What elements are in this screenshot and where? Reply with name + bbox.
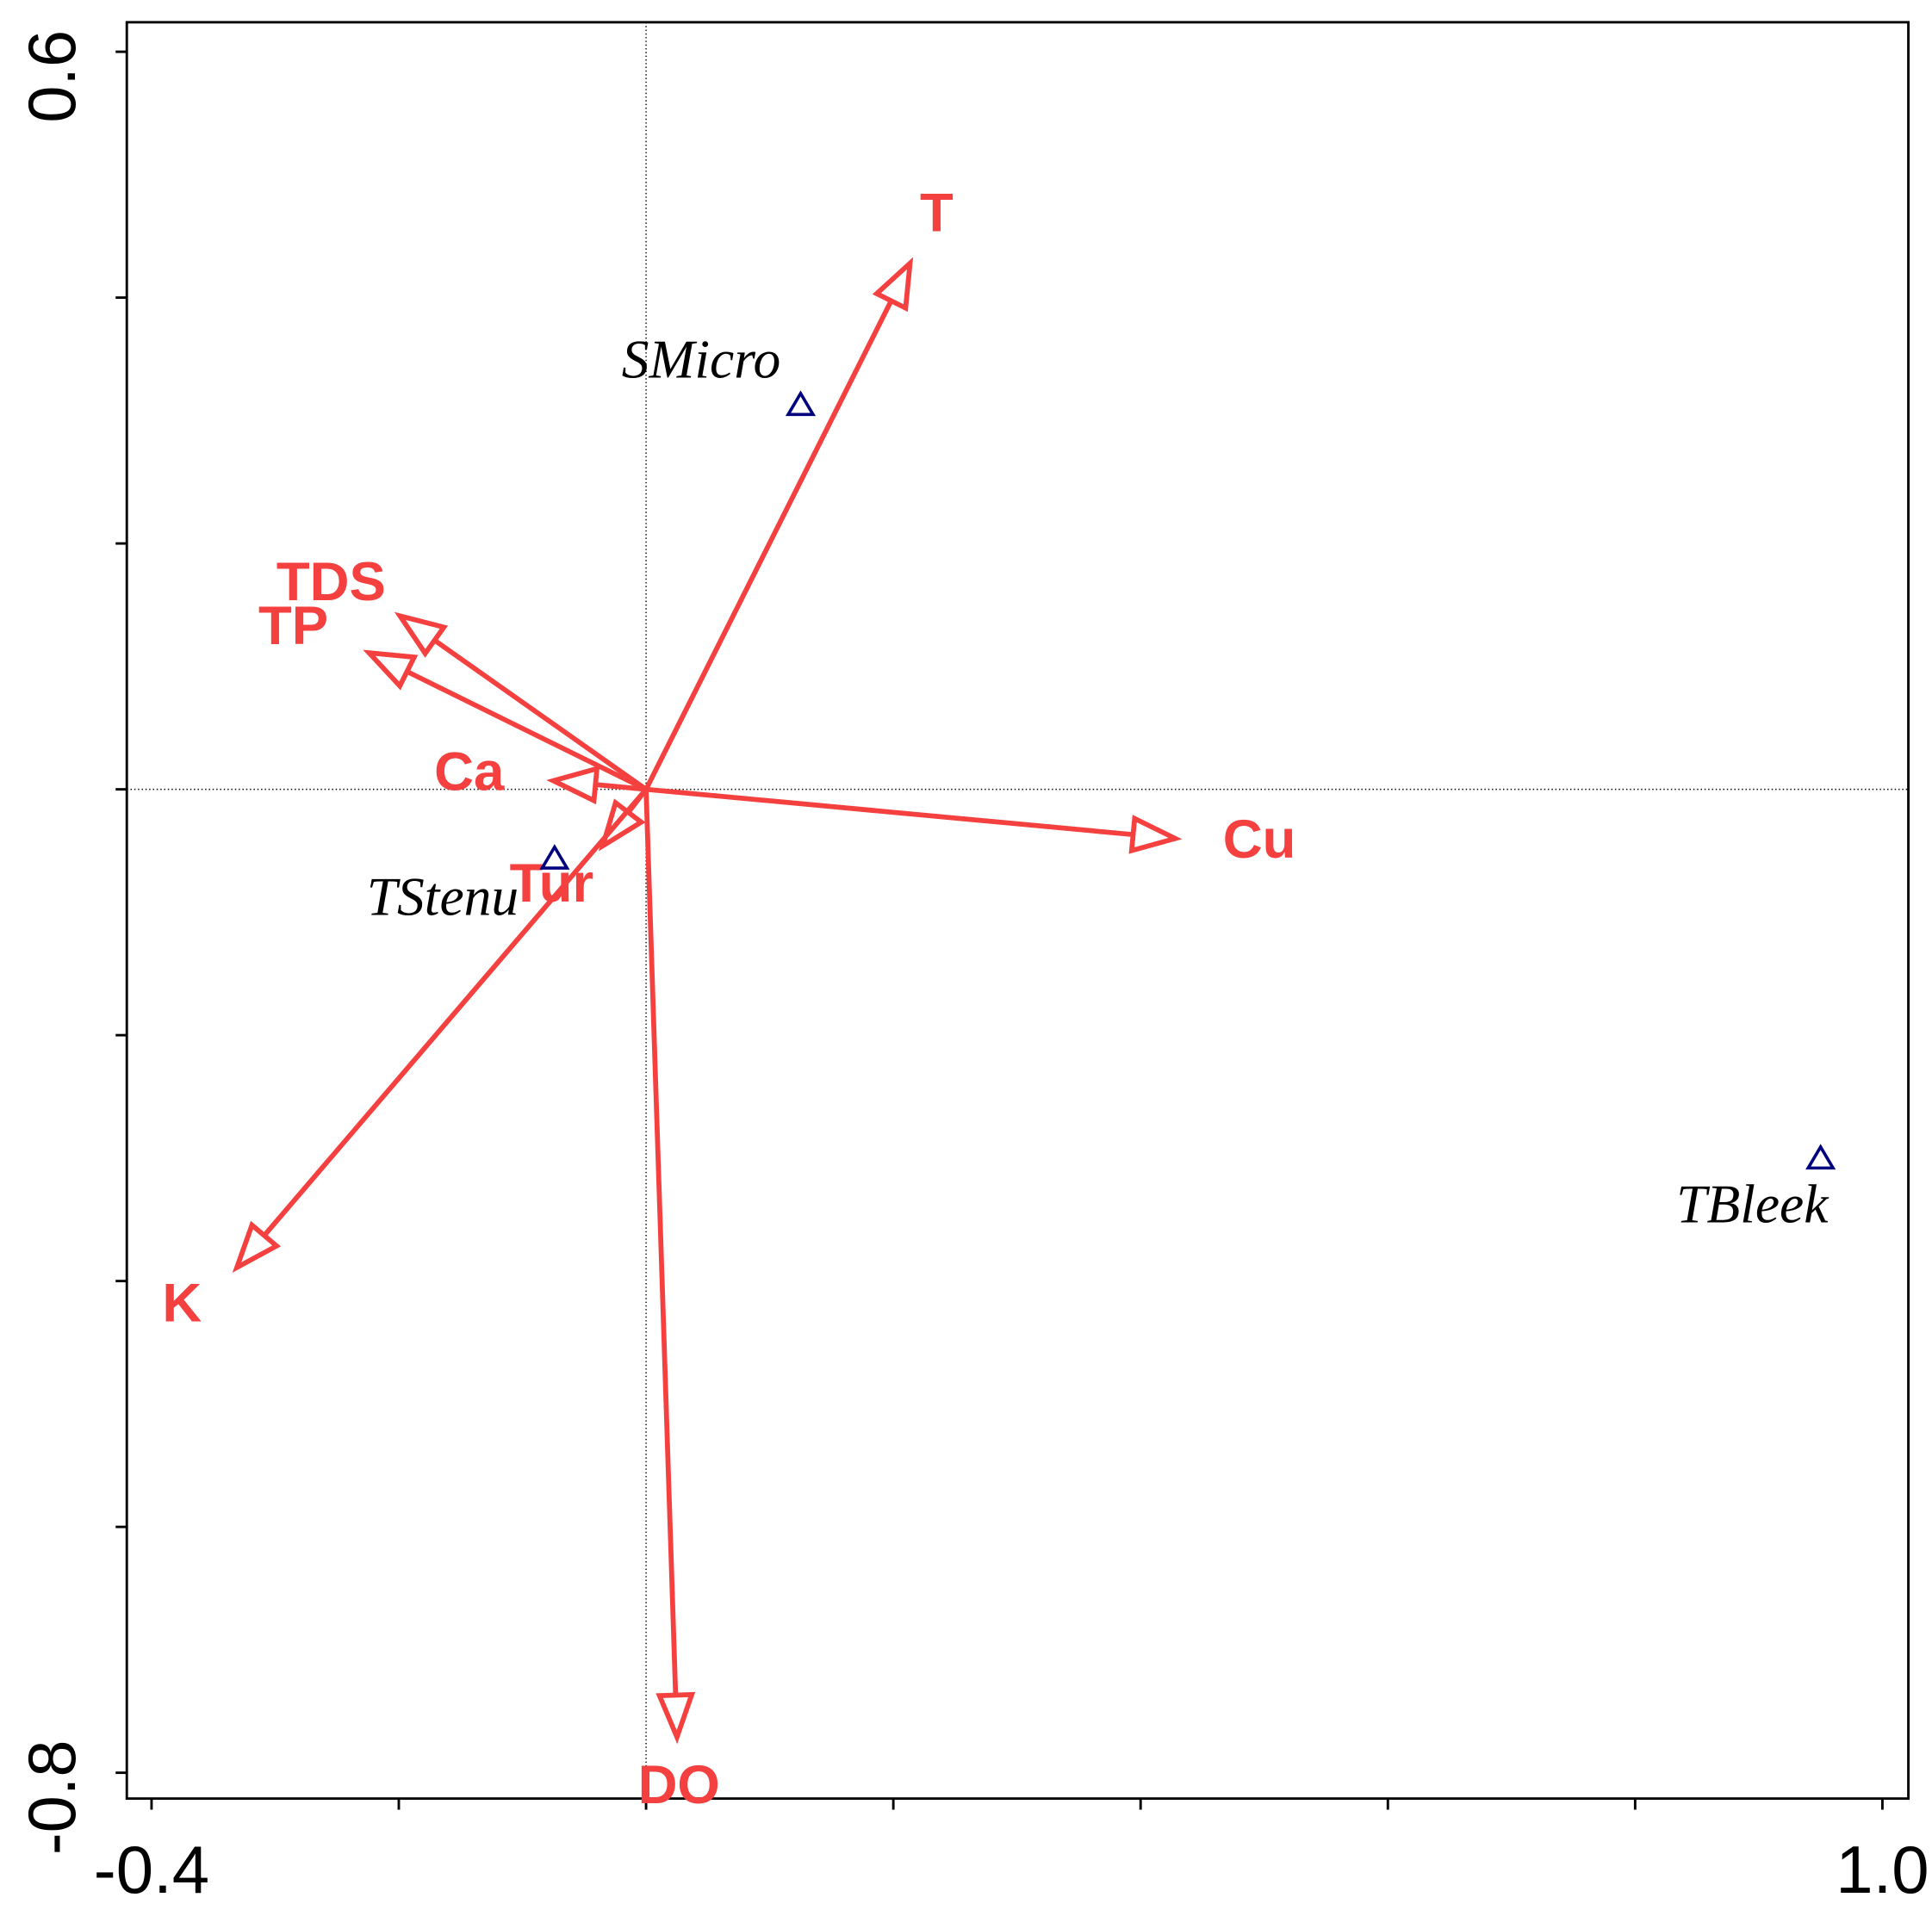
- arrow: [643, 257, 914, 791]
- arrow: [546, 765, 647, 805]
- arrow-head: [232, 1220, 282, 1274]
- arrow-head: [872, 257, 914, 313]
- arrow: [394, 611, 648, 791]
- arrow: [232, 787, 649, 1274]
- arrow-head: [655, 1691, 696, 1745]
- arrow-label: K: [162, 1274, 202, 1334]
- arrow-shaft: [432, 638, 648, 791]
- species-label: SMicro: [622, 330, 781, 390]
- arrow-label: TP: [258, 596, 328, 656]
- arrow-shaft: [643, 300, 894, 791]
- species-point: [1805, 1144, 1836, 1170]
- arrow-shaft: [262, 787, 649, 1237]
- arrow-label: Ca: [434, 742, 505, 803]
- arrow: [363, 649, 648, 792]
- arrow-shaft: [595, 782, 647, 792]
- arrow-head: [1128, 815, 1183, 854]
- species-label: TStenu: [367, 867, 519, 927]
- arrow-shaft: [406, 669, 648, 792]
- arrow-label: DO: [638, 1755, 720, 1815]
- y-tick-label: 0.6: [16, 30, 90, 123]
- y-tick-label: -0.8: [16, 1740, 90, 1856]
- arrow-label: TDS: [276, 552, 386, 612]
- arrow-label: T: [920, 183, 954, 244]
- arrow-head: [363, 649, 419, 691]
- arrow-head: [598, 798, 646, 852]
- arrow-head: [546, 765, 600, 805]
- x-tick-label: -0.4: [94, 1833, 209, 1907]
- species-label: TBleek: [1676, 1175, 1829, 1235]
- arrow-shaft: [645, 786, 1134, 838]
- plot-frame: [125, 21, 1910, 1801]
- arrow: [645, 786, 1183, 854]
- arrow: [643, 789, 696, 1745]
- arrow-shaft: [643, 789, 679, 1696]
- species-point: [785, 390, 817, 417]
- species-point: [539, 844, 570, 870]
- x-tick-label: 1.0: [1836, 1833, 1929, 1907]
- arrow-label: Cu: [1223, 809, 1296, 870]
- arrow-head: [394, 611, 449, 658]
